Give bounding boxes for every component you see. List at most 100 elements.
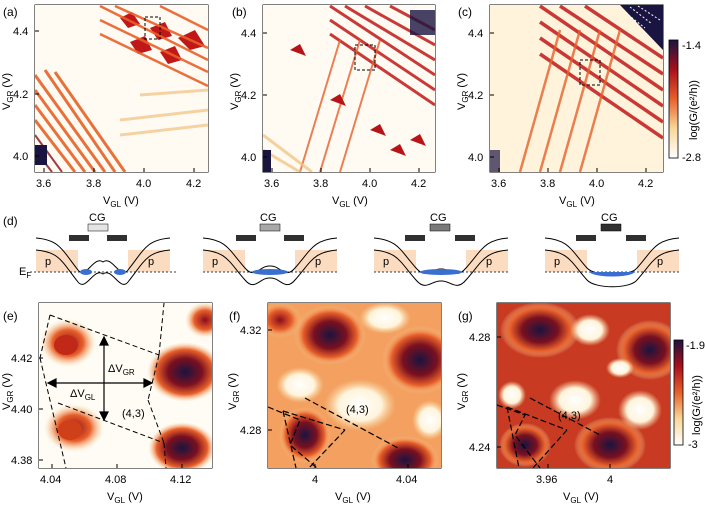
panel-a: (a) 3.6 3.8 4.0 4.2 4.4 4.2 4.0 VGL (V) … [1, 4, 209, 209]
zoom-box-c [579, 59, 601, 86]
x-ticks: 3.6 3.8 4.0 4.2 [264, 168, 426, 190]
y-tick-label: 4.2 [13, 89, 28, 101]
x-tick-label: 4.12 [170, 474, 191, 486]
y-tick-label: 4.38 [11, 455, 32, 467]
panel-f: (4,3) (f) 4 4.04 4.32 4.28 VGL (V) VGR (… [227, 302, 442, 505]
y-tick-label: 4.4 [241, 28, 256, 40]
colorbar-top: -1.4 -2.8 log(G/(e²/h)) [668, 39, 701, 164]
x-ticks: 4.04 4.08 4.12 [40, 464, 191, 486]
panel-c-heatmap [490, 5, 663, 172]
spacing-arrows [46, 335, 154, 422]
y-tick-label: 4.2 [468, 90, 483, 102]
panel-label: (g) [458, 309, 473, 323]
panel-b-heatmap [263, 5, 435, 172]
x-tick-label: 4.0 [136, 178, 151, 190]
panel-g-heatmap [497, 303, 670, 468]
y-tick-label: 4.0 [13, 151, 28, 163]
cell-outline [496, 397, 601, 469]
x-tick-label: 4.04 [396, 474, 417, 486]
schematic-2: CG p p [202, 212, 338, 286]
zoom-box-a [144, 16, 161, 40]
x-ticks: 3.96 4 [536, 464, 613, 486]
charge-state-label: (4,3) [558, 410, 581, 422]
y-ticks: 4.32 4.28 [240, 325, 272, 437]
x-tick-label: 3.6 [36, 178, 51, 190]
lead-label: p [486, 256, 492, 268]
y-tick-label: 4.24 [469, 442, 490, 454]
x-tick-label: 4.04 [40, 474, 61, 486]
lead-label: p [383, 256, 389, 268]
zoom-box-b [354, 44, 376, 71]
x-tick-label: 4.2 [638, 178, 653, 190]
y-tick-label: 4.40 [11, 404, 32, 416]
panel-e: ΔVGR ΔVGL (4,3) (e) 4.04 4.08 4.12 4.42 … [1, 302, 213, 505]
y-axis-label: VGR (V) [456, 73, 470, 110]
panel-label: (a) [3, 5, 18, 19]
x-tick-label: 4.0 [362, 178, 377, 190]
x-ticks: 3.6 3.8 4.0 4.2 [36, 168, 201, 190]
y-tick-label: 4.42 [11, 353, 32, 365]
x-tick-label: 4.2 [186, 178, 201, 190]
gate-label: CG [601, 212, 618, 224]
panel-label: (c) [458, 5, 472, 19]
y-tick-label: 4.4 [13, 26, 28, 38]
panel-label: (e) [3, 309, 18, 323]
x-axis-label: VGL (V) [103, 195, 139, 209]
delta-vgr-label: ΔVGR [108, 363, 135, 377]
panel-e-heatmap [39, 303, 212, 468]
cell-outline [267, 397, 399, 469]
colorbar-min: -2.8 [682, 152, 701, 164]
x-tick-label: 3.6 [264, 178, 279, 190]
lead-label: p [45, 256, 51, 268]
y-ticks: 4.28 4.24 [469, 332, 501, 454]
y-axis-label: VGR (V) [1, 373, 15, 410]
y-ticks: 4.42 4.40 4.38 [11, 353, 43, 467]
x-ticks: 3.6 3.8 4.0 4.2 [491, 168, 653, 190]
x-axis-label: VGL (V) [335, 491, 371, 505]
panel-a-heatmap [35, 5, 208, 172]
y-tick-label: 4.0 [468, 152, 483, 164]
x-tick-label: 3.96 [536, 474, 557, 486]
x-tick-label: 3.8 [86, 178, 101, 190]
schematic-1: CG p p EF [19, 212, 176, 285]
panel-label: (b) [232, 5, 247, 19]
lead-label: p [315, 256, 321, 268]
x-tick-label: 4 [312, 474, 318, 486]
x-axis-label: VGL (V) [559, 195, 595, 209]
y-tick-label: 4.4 [468, 28, 483, 40]
x-tick-label: 4.08 [105, 474, 126, 486]
schematic-4: CG p p [544, 212, 680, 288]
panel-g: (4,3) (g) 3.96 4 4.28 4.24 VGL (V) VGR (… [456, 302, 671, 505]
y-ticks: 4.4 4.2 4.0 [468, 28, 494, 164]
x-ticks: 4 4.04 [312, 464, 417, 486]
charge-state-label: (4,3) [346, 404, 369, 416]
lead-label: p [554, 256, 560, 268]
x-tick-label: 3.8 [313, 178, 328, 190]
y-tick-label: 4.0 [241, 152, 256, 164]
panel-b: (b) 3.6 3.8 4.0 4.2 4.4 4.2 4.0 VGL (V) … [229, 4, 436, 209]
panel-label: (d) [3, 214, 18, 228]
x-tick-label: 4.2 [411, 178, 426, 190]
x-axis-label: VGL (V) [332, 195, 368, 209]
gate-label: CG [89, 212, 106, 224]
x-tick-label: 4.0 [589, 178, 604, 190]
y-tick-label: 4.28 [469, 332, 490, 344]
lead-label: p [657, 256, 663, 268]
y-axis-label: VGR (V) [227, 373, 241, 410]
x-tick-label: 3.6 [491, 178, 506, 190]
fermi-label: EF [19, 266, 31, 280]
lead-label: p [148, 256, 154, 268]
gate-label: CG [260, 212, 277, 224]
colorbar-bottom: -1.9 -3 log(G/(e²/h)) [673, 339, 705, 451]
charge-state-label: (4,3) [122, 408, 145, 420]
colorbar-max: -1.9 [686, 340, 705, 352]
y-ticks: 4.4 4.2 4.0 [13, 26, 39, 163]
gate-label: CG [430, 212, 447, 224]
schematic-3: CG p p [373, 212, 509, 286]
lead-label: p [212, 256, 218, 268]
x-axis-label: VGL (V) [107, 491, 143, 505]
x-tick-label: 4 [607, 474, 613, 486]
y-axis-label: VGR (V) [1, 73, 15, 110]
panel-f-heatmap [268, 303, 441, 468]
